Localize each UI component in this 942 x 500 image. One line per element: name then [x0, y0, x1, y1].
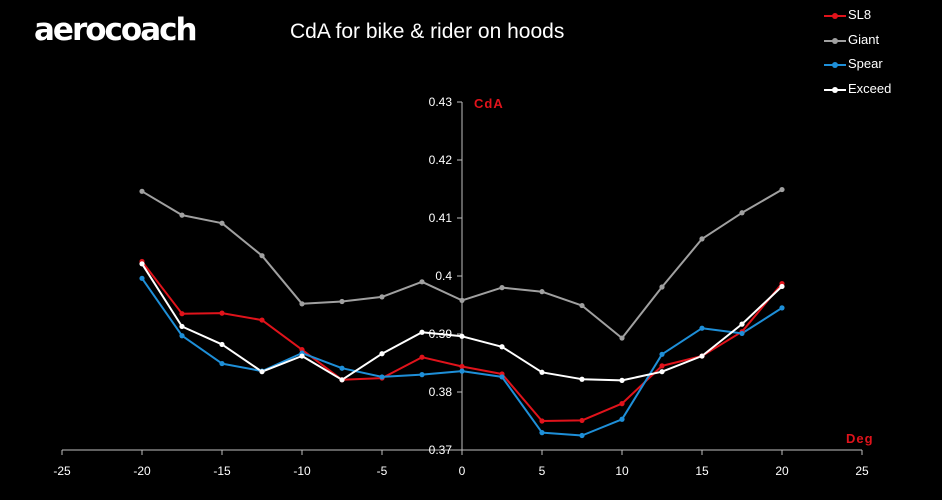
y-tick-label: 0.4 [435, 269, 452, 283]
data-point-spear [619, 416, 625, 422]
x-tick-label: 10 [615, 464, 629, 478]
data-point-exceed [259, 369, 265, 375]
data-point-giant [339, 298, 345, 305]
data-point-exceed [459, 333, 465, 339]
chart-title: CdA for bike & rider on hoods [290, 20, 565, 43]
x-tick-label: -25 [53, 464, 71, 478]
data-point-exceed [379, 351, 385, 357]
data-point-sl8 [659, 363, 665, 369]
data-point-spear [179, 333, 185, 339]
y-tick-label: 0.41 [429, 211, 453, 225]
data-point-exceed [219, 341, 225, 348]
data-point-spear [539, 430, 545, 436]
data-point-spear [499, 374, 505, 380]
data-point-spear [139, 275, 145, 281]
data-point-exceed [779, 283, 785, 290]
data-point-giant [739, 210, 745, 216]
legend-label: Exceed [848, 80, 892, 96]
brand-logo: aerocoach [34, 12, 198, 48]
x-tick-label: 5 [539, 464, 546, 478]
x-tick-label: -20 [133, 464, 151, 478]
data-point-giant [179, 212, 185, 218]
data-point-giant [259, 253, 265, 259]
data-point-giant [699, 236, 705, 242]
data-point-exceed [339, 377, 345, 383]
data-point-exceed [619, 377, 625, 383]
data-point-sl8 [459, 363, 465, 370]
data-point-spear [739, 330, 745, 337]
data-point-sl8 [259, 317, 265, 323]
data-point-giant [299, 301, 305, 307]
data-point-exceed [299, 353, 305, 359]
data-point-spear [779, 305, 785, 311]
data-point-giant [419, 279, 425, 285]
y-tick-label: 0.42 [429, 153, 453, 167]
data-point-giant [779, 186, 785, 193]
data-point-exceed [139, 261, 145, 267]
y-tick-label: 0.38 [429, 385, 453, 399]
data-point-exceed [539, 369, 545, 375]
data-point-giant [459, 297, 465, 303]
data-point-spear [219, 360, 225, 367]
x-tick-label: -15 [213, 464, 231, 478]
data-point-exceed [179, 323, 185, 330]
data-point-spear [699, 325, 705, 331]
x-tick-label: 25 [855, 464, 869, 478]
y-tick-label: 0.37 [429, 443, 453, 457]
x-tick-label: 20 [775, 464, 789, 478]
data-point-exceed [419, 329, 425, 335]
data-point-spear [579, 432, 585, 439]
data-point-giant [139, 188, 145, 194]
data-point-giant [379, 294, 385, 300]
x-tick-label: 15 [695, 464, 709, 478]
data-point-giant [579, 302, 585, 309]
data-point-sl8 [179, 311, 185, 317]
series-points [139, 186, 785, 439]
y-tick-label: 0.43 [429, 95, 453, 109]
x-tick-label: 0 [459, 464, 466, 478]
data-point-spear [379, 374, 385, 380]
data-point-spear [419, 372, 425, 378]
legend-marker-swatch [832, 13, 838, 19]
legend-label: SL8 [848, 7, 872, 22]
data-point-giant [539, 289, 545, 295]
data-point-exceed [579, 376, 585, 382]
data-point-spear [659, 351, 665, 357]
x-tick-label: -5 [377, 464, 388, 478]
legend-marker-swatch [832, 37, 838, 44]
data-point-giant [619, 335, 625, 341]
data-point-sl8 [539, 418, 545, 424]
data-point-sl8 [419, 354, 425, 360]
data-point-sl8 [579, 417, 585, 424]
x-axis-title: Deg [846, 431, 874, 446]
y-axis-title: CdA [474, 96, 504, 111]
data-point-spear [339, 365, 345, 371]
x-ticks: -25 -20 -15 -10 -5 0 5 10 15 20 25 [53, 450, 869, 478]
data-point-spear [459, 368, 465, 374]
legend-marker-swatch [832, 62, 838, 68]
y-ticks: 0.370.380.390.40.410.420.43 [429, 95, 462, 457]
legend-label: Giant [848, 31, 880, 47]
x-tick-label: -10 [293, 464, 311, 478]
data-point-exceed [499, 344, 505, 350]
data-point-sl8 [619, 401, 625, 407]
data-point-exceed [739, 321, 745, 327]
data-point-exceed [659, 369, 665, 375]
legend-label: Spear [848, 56, 883, 71]
data-point-giant [219, 220, 225, 226]
data-point-giant [499, 285, 505, 291]
legend-marker-swatch [832, 86, 838, 93]
data-point-giant [659, 284, 665, 290]
data-point-exceed [699, 353, 705, 359]
data-point-sl8 [219, 310, 225, 316]
